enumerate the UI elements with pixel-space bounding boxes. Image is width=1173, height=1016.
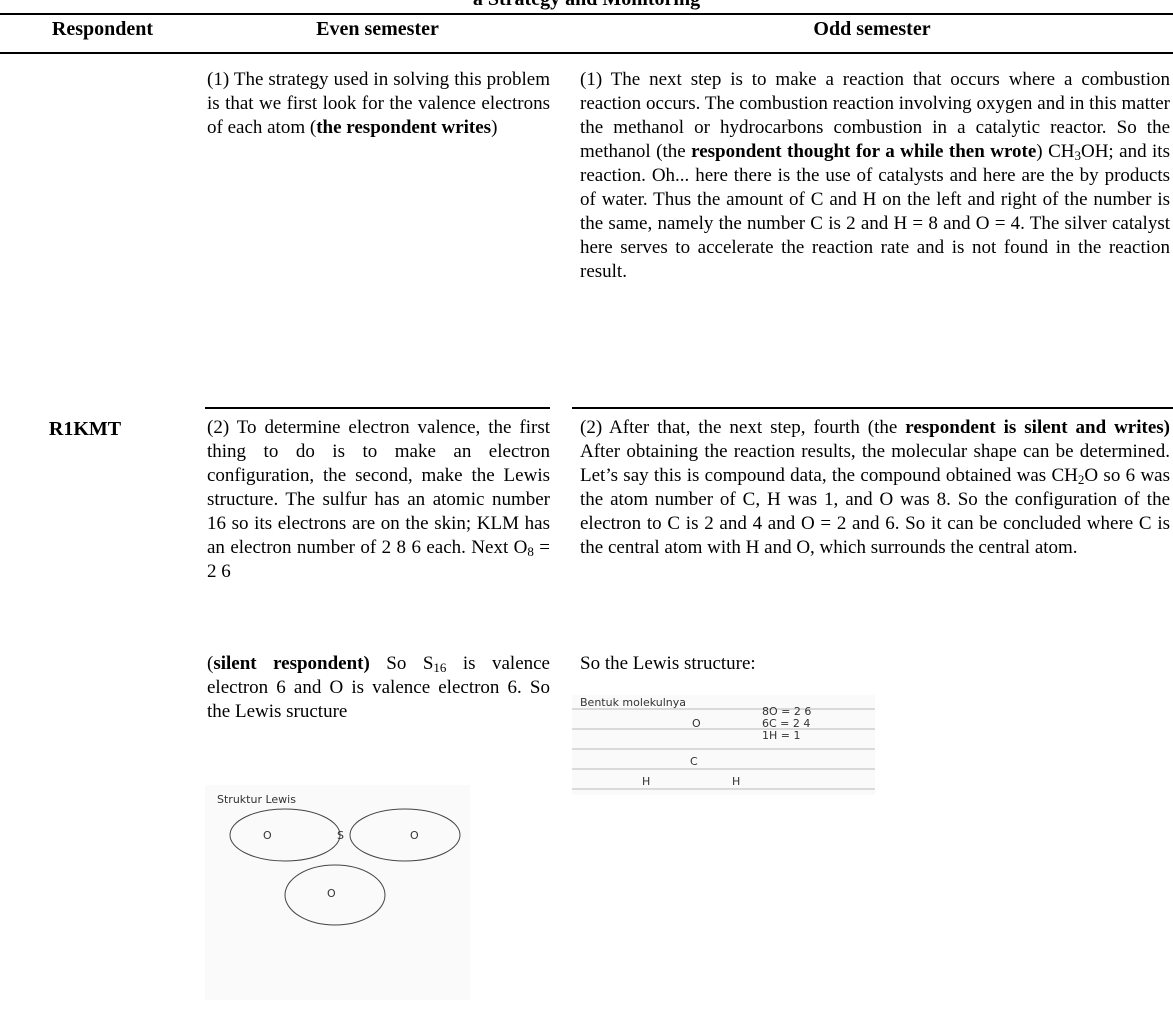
text: silent respondent): [213, 653, 370, 674]
text: 16: [433, 660, 447, 675]
sketch-paper: [205, 785, 470, 1000]
sketch-line: 8O = 2 6: [762, 705, 811, 718]
text: OH; and its reaction. Oh... here there i…: [580, 141, 1170, 282]
respondent: R1KMT: [48, 418, 122, 440]
shape-sketch: Bentuk molekulnya 8O = 2 6 6C = 2 4 1H =…: [572, 695, 875, 795]
text: (1) The next step is to make a reaction …: [580, 69, 1170, 162]
orbital: [229, 808, 341, 862]
rule: [0, 13, 1173, 15]
paragraph: (1) The strategy used in solving this pr…: [207, 68, 550, 140]
atom: C: [690, 755, 698, 768]
atom: S: [337, 829, 344, 842]
atom: O: [327, 887, 336, 900]
atom: H: [642, 775, 650, 788]
text: respondent is silent and writes): [905, 417, 1170, 438]
atom: O: [263, 829, 272, 842]
text: is valence electron 6 and O is valence e…: [207, 653, 550, 722]
paragraph: So the Lewis structure:: [580, 652, 1170, 676]
text: 3: [1074, 148, 1081, 163]
atom: O: [692, 717, 701, 730]
text: 2: [1077, 472, 1085, 487]
text: ) CH: [1036, 141, 1075, 162]
paragraph: (silent respondent) So S16 is valence el…: [207, 652, 550, 724]
sketch-label: Bentuk molekulnya: [580, 696, 686, 709]
text: (2) After that, the next step, fourth (t…: [580, 417, 906, 438]
text: After obtaining the reaction results, th…: [580, 441, 1170, 486]
sketch-line: 1H = 1: [762, 729, 800, 742]
header: Even semester: [316, 18, 439, 40]
text: (1) The strategy used in solving this pr…: [207, 69, 550, 138]
orbital: [284, 864, 386, 926]
sketch-paper: [572, 695, 875, 795]
text: So the Lewis structure:: [580, 653, 756, 674]
header: Respondent: [51, 18, 154, 40]
text: (2) To determine electron valence, the f…: [207, 417, 550, 558]
sketch-line: 6C = 2 4: [762, 717, 810, 730]
text: 8: [527, 544, 534, 559]
sketch-label: Struktur Lewis: [217, 793, 296, 806]
rule: [205, 407, 550, 409]
rule: [0, 52, 1173, 54]
ruling: [572, 708, 875, 790]
rule: [572, 407, 1173, 409]
paragraph: (2) After that, the next step, fourth (t…: [580, 416, 1170, 560]
header: Odd semester: [813, 18, 931, 40]
text: ): [491, 117, 498, 138]
atom: O: [410, 829, 419, 842]
atom: H: [732, 775, 740, 788]
text: respondent thought for a while then wrot…: [691, 141, 1037, 162]
caption: a Strategy and Monitoring: [300, 0, 873, 11]
text: O so 6 was the atom number of C, H was 1…: [580, 465, 1170, 558]
text: = 2 6: [207, 537, 550, 582]
text: the respondent writes: [316, 117, 492, 138]
text: So S: [369, 653, 434, 674]
text: (: [207, 653, 214, 674]
paragraph: (1) The next step is to make a reaction …: [580, 68, 1170, 284]
paragraph: (2) To determine electron valence, the f…: [207, 416, 550, 584]
lewis-sketch: Struktur Lewis O S O O: [205, 785, 470, 1000]
orbital: [349, 808, 461, 862]
